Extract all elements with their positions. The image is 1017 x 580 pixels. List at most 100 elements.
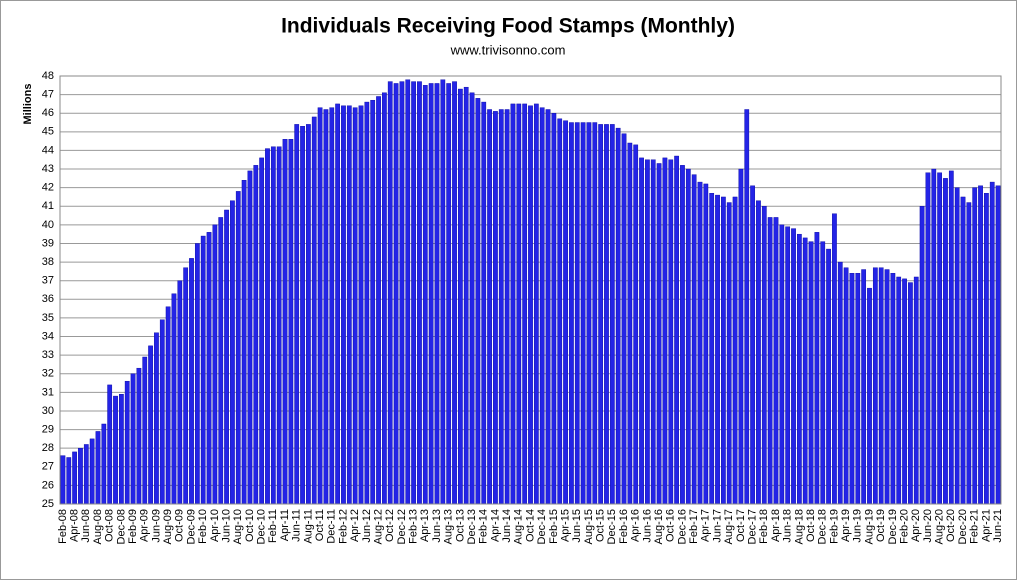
bar: [919, 206, 925, 505]
bar: [668, 159, 674, 505]
bar: [972, 187, 978, 505]
x-tick-label: Jun-10: [220, 509, 232, 543]
y-tick-label: 30: [42, 405, 54, 417]
bar: [259, 157, 265, 505]
x-tick-label: Jun-08: [80, 509, 92, 543]
bar: [306, 124, 311, 505]
y-tick-label: 45: [42, 126, 54, 138]
bar: [282, 139, 288, 505]
bar: [218, 217, 224, 505]
x-tick-label: Apr-15: [559, 509, 571, 542]
y-tick-label: 38: [42, 256, 54, 268]
x-tick-label: Jun-12: [361, 509, 373, 543]
bar: [78, 447, 83, 505]
bar: [551, 113, 557, 505]
x-tick-label: Jun-17: [711, 509, 723, 543]
bar: [832, 213, 837, 505]
bar: [341, 105, 346, 505]
bar: [989, 181, 995, 505]
bar: [750, 185, 755, 505]
bar: [627, 142, 633, 505]
bar: [913, 276, 919, 505]
x-tick-label: Aug-17: [723, 509, 735, 544]
bar: [954, 187, 960, 505]
y-tick-label: 34: [42, 330, 54, 342]
bar: [703, 183, 709, 505]
x-tick-label: Feb-17: [688, 509, 700, 544]
bar: [136, 367, 142, 505]
x-tick-label: Oct-13: [454, 509, 466, 542]
bar: [586, 122, 592, 505]
bar: [662, 157, 668, 505]
bar: [715, 194, 720, 505]
bar: [387, 81, 393, 505]
bar: [674, 155, 679, 505]
bar: [884, 269, 890, 505]
bar: [60, 455, 66, 505]
bar: [159, 319, 165, 505]
bar: [621, 133, 627, 505]
bar: [481, 101, 487, 505]
bar: [510, 103, 516, 505]
x-tick-label: Apr-08: [69, 509, 81, 542]
x-tick-label: Aug-20: [934, 509, 946, 544]
bar: [95, 431, 101, 505]
y-tick-label: 25: [42, 498, 54, 510]
bar: [732, 196, 738, 505]
y-tick-label: 48: [42, 70, 54, 82]
bar: [458, 88, 463, 505]
y-tick-label: 26: [42, 479, 54, 491]
bar: [241, 180, 247, 505]
bar: [270, 146, 276, 505]
bar: [545, 109, 551, 505]
bar: [72, 451, 77, 505]
bar: [656, 163, 662, 505]
y-tick-label: 40: [42, 219, 54, 231]
y-tick-label: 39: [42, 237, 54, 249]
x-tick-label: Aug-13: [443, 509, 455, 544]
x-tick-label: Oct-09: [174, 509, 186, 542]
bar: [837, 261, 843, 505]
x-tick-label: Oct-19: [875, 509, 887, 542]
bar: [609, 124, 615, 505]
x-tick-label: Feb-14: [478, 509, 490, 544]
x-tick-label: Oct-15: [595, 509, 607, 542]
bar: [796, 233, 802, 505]
bar: [533, 103, 539, 505]
x-tick-label: Apr-13: [419, 509, 431, 542]
x-tick-label: Dec-18: [817, 509, 829, 544]
bar: [265, 148, 270, 505]
x-tick-label: Apr-12: [349, 509, 361, 542]
bar: [504, 109, 510, 505]
bar: [773, 217, 779, 505]
x-tick-label: Aug-16: [653, 509, 665, 544]
bar: [896, 276, 902, 505]
x-tick-label: Oct-11: [314, 509, 326, 541]
bar: [171, 293, 177, 505]
bar: [744, 109, 750, 505]
x-tick-label: Dec-11: [326, 509, 338, 544]
y-tick-label: 27: [42, 461, 54, 473]
bar: [434, 83, 440, 505]
x-tick-label: Aug-10: [232, 509, 244, 544]
y-tick-label: 32: [42, 368, 54, 380]
bar: [931, 168, 937, 505]
bar: [574, 122, 580, 505]
bar: [902, 278, 907, 505]
x-tick-label: Oct-18: [805, 509, 817, 542]
bar: [148, 345, 153, 505]
x-tick-label: Aug-19: [863, 509, 875, 544]
x-tick-label: Apr-10: [209, 509, 221, 542]
x-tick-label: Apr-21: [980, 509, 992, 542]
x-tick-label: Apr-09: [139, 509, 151, 542]
bar: [358, 105, 364, 505]
bar: [469, 92, 475, 505]
bar: [235, 191, 241, 505]
bar: [843, 267, 849, 505]
bar: [691, 174, 697, 505]
bar: [200, 235, 206, 505]
bar: [294, 124, 300, 505]
bar: [995, 185, 1001, 505]
bar: [463, 86, 469, 505]
plot-border: [59, 75, 1002, 505]
